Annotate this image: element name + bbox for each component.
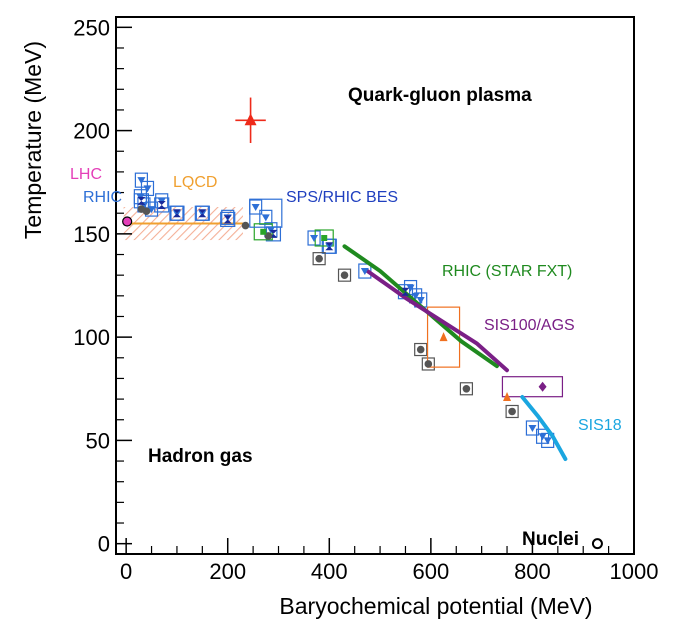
y-tick-label: 200 [73, 119, 110, 144]
y-tick-label: 0 [98, 532, 110, 557]
x-tick-label: 200 [209, 559, 246, 584]
annotation-rhic: RHIC [83, 189, 122, 206]
navy-marker-point [198, 209, 207, 218]
orange-error-box [426, 306, 461, 368]
grey-error-box [505, 404, 519, 419]
lhc-point [122, 216, 133, 227]
annotation-star-fxt: RHIC (STAR FXT) [442, 263, 572, 280]
region-label-nuclei: Nuclei [522, 529, 579, 550]
navy-marker-point [137, 196, 146, 205]
green-square-point [321, 234, 328, 241]
grey-error-box [414, 342, 428, 357]
curves [342, 244, 568, 461]
grey-circle-point [462, 384, 471, 393]
blue-triangle-point [416, 296, 425, 304]
orange-triangle-point [503, 392, 512, 402]
annotation-lhc: LHC [70, 166, 102, 183]
blue-triangle-point [543, 437, 552, 445]
y-tick-label: 250 [73, 15, 110, 40]
grey-error-box [337, 268, 352, 282]
x-axis-title: Baryochemical potential (MeV) [279, 593, 592, 619]
blue-triangle-point [538, 433, 547, 441]
region-label-qgp: Quark-gluon plasma [348, 85, 532, 106]
blue-triangle-point [251, 204, 260, 212]
grey-circle-point [264, 232, 273, 240]
navy-error-box [169, 205, 185, 221]
x-tick-label: 800 [514, 559, 551, 584]
annotation-sis100: SIS100/AGS [484, 317, 575, 334]
navy-error-box [194, 205, 210, 221]
y-axis-title: Temperature (MeV) [20, 41, 46, 239]
grey-circle-point [508, 407, 516, 416]
y-tick-label: 100 [73, 325, 110, 350]
annotation-sps: SPS/RHIC BES [286, 189, 398, 206]
blue-triangle-point [147, 206, 156, 214]
grey-error-box [459, 382, 474, 396]
green-square-point [260, 228, 267, 235]
purple-error-box [501, 376, 564, 398]
navy-marker-point [223, 215, 232, 224]
navy-marker-point [157, 200, 166, 209]
blue-triangle-point [406, 284, 415, 292]
blue-triangle-point [411, 292, 420, 300]
sis100-curve [365, 269, 509, 373]
grey-circle-point [315, 254, 323, 263]
x-tick-label: 0 [120, 559, 132, 584]
blue-triangle-point [137, 177, 146, 185]
blue-triangle-point [310, 234, 319, 242]
grey-error-box [421, 357, 435, 371]
grey-error-box [312, 252, 326, 266]
axis-ticks: 0 200 400 600 800 1000 0 50 100 150 200 250 [73, 15, 658, 584]
blue-error-box [535, 428, 550, 444]
y-tick-label: 50 [86, 428, 110, 453]
annotation-sis18: SIS18 [578, 417, 622, 434]
grey-circle-point [142, 207, 151, 215]
grey-circle-point [424, 360, 433, 368]
annotation-lqcd: LQCD [173, 174, 217, 191]
navy-marker-point [401, 287, 410, 296]
grey-circle-point [340, 271, 349, 279]
navy-error-box [220, 211, 236, 228]
blue-triangle-point [360, 268, 369, 276]
orange-triangle-point [439, 332, 448, 342]
blue-triangle-point [143, 185, 152, 193]
sps-error-box [249, 198, 283, 228]
blue-error-box [140, 180, 155, 197]
blue-error-box [403, 279, 418, 296]
x-tick-label: 1000 [610, 559, 659, 584]
grey-circle-point [241, 221, 250, 230]
x-tick-label: 400 [311, 559, 348, 584]
blue-error-box [307, 230, 321, 246]
sis18-curve [520, 395, 568, 461]
blue-error-box [221, 209, 235, 225]
blue-error-box [525, 420, 540, 436]
blue-triangle-point [528, 425, 537, 433]
plot-frame [115, 16, 635, 555]
navy-marker-point [325, 242, 334, 251]
region-label-hadron: Hadron gas [148, 446, 253, 467]
red-triangle-point [244, 113, 257, 126]
blue-triangle-point [261, 214, 270, 222]
purple-diamond-point [538, 381, 547, 392]
nuclei-point [591, 538, 603, 550]
y-tick-label: 150 [73, 222, 110, 247]
x-tick-label: 600 [413, 559, 450, 584]
data-points [122, 97, 603, 550]
grey-circle-point [416, 345, 425, 354]
navy-marker-point [172, 209, 181, 218]
